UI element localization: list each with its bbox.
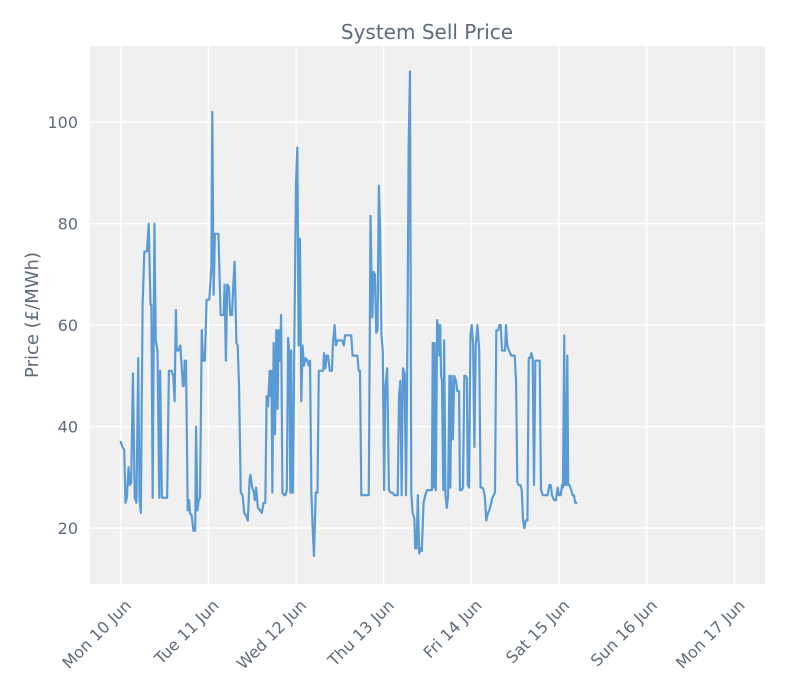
plot-area	[90, 46, 765, 584]
y-tick-label: 60	[58, 316, 78, 335]
x-tick-label: Wed 12 Jun	[233, 596, 310, 673]
x-tick-label: Fri 14 Jun	[419, 596, 485, 662]
y-tick-label: 40	[58, 418, 78, 437]
x-tick-label: Sun 16 Jun	[587, 596, 661, 670]
x-gridlines	[119, 46, 736, 584]
y-tick-label: 20	[58, 519, 78, 538]
y-gridlines	[90, 121, 765, 529]
x-tick-label: Tue 11 Jun	[150, 596, 223, 669]
chart-title: System Sell Price	[341, 20, 513, 44]
x-tick-labels: Mon 10 Jun Tue 11 Jun Wed 12 Jun Thu 13 Jun…	[58, 596, 748, 673]
x-tick-label: Mon 17 Jun	[672, 596, 749, 673]
y-tick-label: 100	[47, 113, 78, 132]
y-tick-labels: 20 40 60 80 100	[47, 113, 78, 538]
series-line	[119, 70, 578, 558]
series-layer	[119, 70, 578, 558]
x-tick-label: Mon 10 Jun	[58, 596, 135, 673]
y-axis-label: Price (£/MWh)	[22, 252, 43, 378]
x-tick-label: Thu 13 Jun	[323, 596, 398, 671]
x-tick-label: Sat 15 Jun	[502, 596, 573, 667]
y-tick-label: 80	[58, 215, 78, 234]
